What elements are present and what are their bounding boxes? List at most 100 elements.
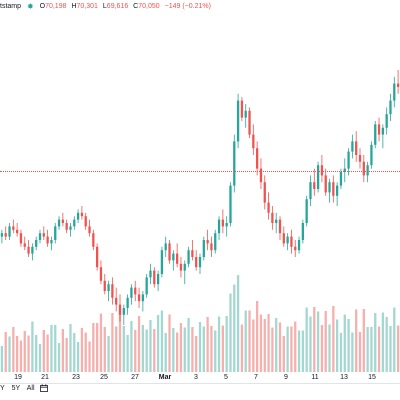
volume-bar: [183, 327, 186, 372]
volume-bar: [358, 332, 362, 372]
volume-bar: [236, 275, 240, 372]
volume-bar: [198, 322, 202, 372]
candle-body: [278, 219, 282, 234]
volume-bar: [309, 316, 312, 372]
x-tick-label: 11: [311, 374, 319, 381]
candle-body: [309, 182, 312, 200]
volume-bar: [244, 310, 247, 372]
candle-body: [282, 233, 285, 244]
candle-body: [301, 223, 304, 240]
volume-bar: [88, 341, 91, 372]
candle-body: [396, 83, 400, 87]
candle-body: [256, 148, 259, 169]
volume-bar: [126, 335, 129, 372]
candle-body: [118, 304, 122, 315]
candle-body: [355, 141, 358, 155]
candle-body: [96, 246, 99, 268]
volume-bar: [221, 325, 224, 372]
candle-body: [236, 100, 240, 142]
candle-body: [12, 226, 15, 230]
candle-body: [38, 233, 42, 240]
candle-body: [103, 280, 106, 291]
volume-bar: [160, 310, 164, 372]
candle-body: [130, 287, 133, 298]
candle-body: [202, 240, 205, 257]
volume-bar: [179, 323, 183, 372]
candle-body: [198, 257, 202, 268]
volume-bar: [259, 314, 263, 372]
volume-bar: [107, 336, 110, 372]
volume-bar: [248, 310, 251, 372]
candle-body: [54, 226, 57, 240]
candle-body: [42, 233, 45, 237]
candle-body: [343, 168, 346, 172]
candle-body: [191, 250, 194, 257]
candle-body: [248, 110, 251, 135]
candle-body: [286, 236, 289, 244]
candle-body: [381, 127, 384, 135]
open-label: O: [39, 3, 46, 10]
candle-body: [271, 212, 274, 223]
candle-body: [305, 199, 308, 223]
candle-body: [362, 161, 365, 176]
volume-bar: [65, 338, 68, 372]
x-tick-label: 5: [224, 374, 228, 381]
candle-body: [141, 294, 144, 302]
candle-body: [126, 297, 129, 308]
volume-bar: [240, 324, 244, 372]
candle-body: [99, 267, 103, 281]
candle-body: [290, 236, 293, 247]
candle-body: [111, 284, 114, 298]
volume-bar: [336, 319, 339, 372]
candle-body: [267, 202, 270, 213]
price-chart[interactable]: tstamp ✸ O70,198 H70,301 L69,616 C70,050…: [0, 0, 400, 372]
candlestick-chart[interactable]: [0, 0, 400, 372]
candle-body: [122, 308, 125, 315]
volume-bar: [187, 318, 190, 372]
volume-bar: [229, 293, 232, 372]
candle-body: [88, 226, 91, 234]
candle-body: [73, 219, 76, 227]
candle-body: [0, 233, 4, 237]
volume-bar: [61, 329, 64, 372]
candle-body: [164, 243, 167, 251]
volume-bar: [38, 344, 42, 372]
low-value: 69,616: [106, 3, 129, 10]
candle-body: [206, 240, 209, 244]
range-button-5y[interactable]: 5Y: [11, 385, 21, 392]
volume-bar: [370, 327, 373, 372]
volume-bar: [316, 311, 320, 372]
candle-body: [320, 165, 324, 176]
candle-body: [16, 229, 19, 234]
candle-body: [233, 141, 236, 186]
candle-body: [263, 182, 266, 203]
volume-bar: [202, 326, 205, 372]
range-button-all[interactable]: All: [26, 385, 35, 392]
range-button-1y[interactable]: Y: [0, 385, 5, 392]
volume-bar: [217, 316, 221, 372]
volume-bar: [115, 326, 118, 372]
volume-bar: [168, 314, 171, 372]
candle-body: [366, 165, 369, 176]
volume-bar: [206, 317, 209, 372]
x-tick-label: 3: [194, 374, 198, 381]
volume-bar: [0, 346, 4, 372]
volume-bar: [130, 321, 133, 372]
volume-bar: [351, 332, 354, 372]
volume-bar: [305, 307, 308, 372]
symbol-label[interactable]: tstamp: [0, 3, 22, 10]
volume-bar: [92, 323, 95, 372]
candle-body: [370, 144, 373, 166]
volume-bar: [99, 313, 103, 372]
time-axis[interactable]: 19 21 23 25 27 Mar 3 5 7 9 11 13 15: [0, 372, 400, 392]
close-label: C: [133, 3, 139, 10]
volume-bar: [256, 301, 259, 372]
volume-bar: [339, 333, 343, 372]
candle-body: [50, 240, 53, 244]
candle-body: [149, 270, 152, 278]
calendar-icon[interactable]: [40, 384, 48, 392]
x-tick-label: 25: [100, 374, 108, 381]
volume-bar: [381, 312, 384, 372]
change-value: −149 (−0.21%): [164, 3, 211, 10]
volume-bar: [153, 329, 156, 372]
